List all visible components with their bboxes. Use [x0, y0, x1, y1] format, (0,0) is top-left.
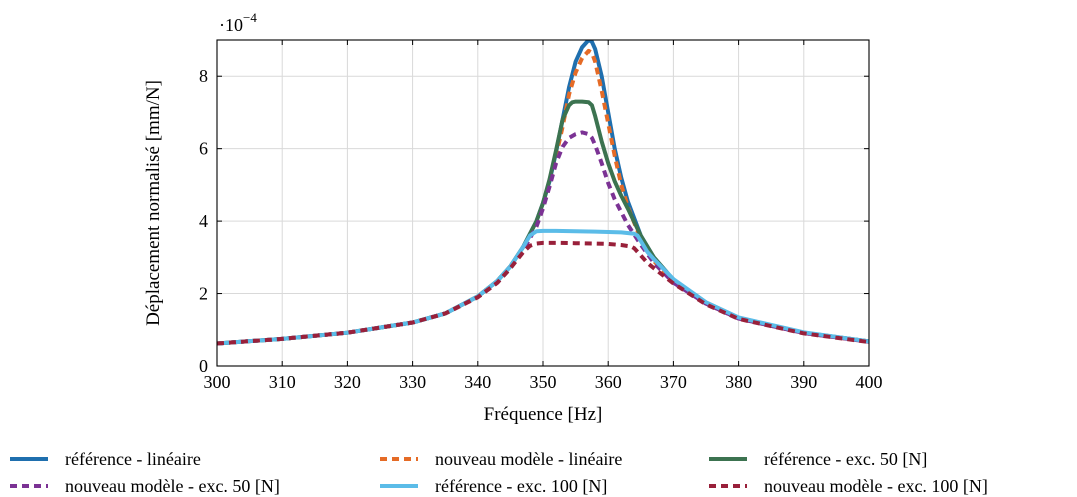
legend-label-6: nouveau modèle - exc. 100 [N]	[764, 476, 988, 496]
series-line-6	[217, 240, 869, 346]
legend: référence - linéaire nouveau modèle - lin…	[10, 449, 988, 496]
x-tick-label: 360	[595, 372, 622, 392]
x-tick-label: 380	[725, 372, 752, 392]
x-tick-label: 370	[660, 372, 687, 392]
x-tick-label: 400	[856, 372, 883, 392]
y-exponent-power: −4	[243, 10, 257, 25]
x-tick-label: 390	[790, 372, 817, 392]
series-line-4	[217, 130, 869, 346]
x-tick-label: 340	[464, 372, 491, 392]
x-tick-label: 300	[204, 372, 231, 392]
x-tick-label: 330	[399, 372, 426, 392]
y-tick-label: 2	[199, 284, 208, 304]
legend-label-2: nouveau modèle - linéaire	[435, 449, 622, 469]
y-tick-label: 4	[199, 211, 208, 231]
legend-label-5: référence - exc. 100 [N]	[435, 476, 607, 496]
ticks: 300 310 320 330 340 350 360 370 380 390 400 0 2 4 6 8	[199, 40, 883, 392]
legend-label-1: référence - linéaire	[65, 449, 201, 469]
y-tick-label: 6	[199, 139, 208, 159]
y-axis-label: Déplacement normalisé [mm/N]	[143, 80, 164, 326]
x-tick-label: 320	[334, 372, 361, 392]
x-axis-label: Fréquence [Hz]	[484, 404, 603, 425]
y-exponent-label: ·10−4	[219, 10, 257, 35]
x-tick-label: 350	[530, 372, 557, 392]
series-layer	[217, 40, 869, 346]
legend-label-4: nouveau modèle - exc. 50 [N]	[65, 476, 280, 496]
y-tick-label: 0	[199, 356, 208, 376]
x-tick-label: 310	[269, 372, 296, 392]
legend-label-3: référence - exc. 50 [N]	[764, 449, 927, 469]
y-tick-label: 8	[199, 66, 208, 86]
